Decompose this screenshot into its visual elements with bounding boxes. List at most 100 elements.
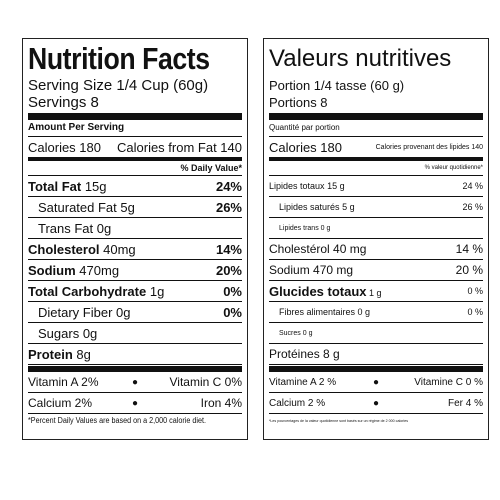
nutrient-amount: 0 g: [302, 329, 313, 337]
nutrient: Sugars 0g: [38, 326, 97, 341]
nutrient-name: Lipides trans: [279, 224, 319, 232]
nutrient-amount: 1 g: [369, 287, 382, 298]
daily-value: 24 %: [462, 181, 483, 191]
nutrient-amount: 0 g: [320, 224, 331, 232]
title: Valeurs nutritives: [269, 45, 452, 72]
dv-header: % valeur quotidienne*: [424, 165, 483, 171]
nutrient-row: Saturated Fat 5g 26%: [28, 197, 242, 218]
nutrient: Saturated Fat 5g: [38, 200, 135, 215]
amount-per-serving: Quantité par portion: [269, 122, 483, 137]
daily-value: 14%: [215, 241, 242, 257]
vitamin: Fer 4 %: [447, 397, 483, 409]
nutrient-name: Cholestérol: [269, 242, 330, 256]
nutrient-row: Lipides trans 0 g: [269, 218, 483, 239]
daily-value: 20%: [215, 262, 242, 278]
nutrient-amount: 1g: [149, 283, 165, 299]
nutrient-amount: 8 g: [323, 347, 340, 361]
nutrient-row: Fibres alimentaires 0 g 0 %: [269, 302, 483, 323]
nutrient-name: Sugars: [38, 325, 80, 341]
servings: Servings 8: [28, 94, 99, 111]
nutrient-name: Lipides saturés: [279, 202, 340, 212]
nutrient-name: Sucres: [279, 329, 301, 337]
nutrient: Total Fat 15g: [28, 179, 107, 194]
nutrient-amount: 5g: [120, 199, 135, 215]
nutrient-name: Protéines: [269, 347, 320, 361]
nutrient-row: Glucides totaux 1 g 0 %: [269, 281, 483, 302]
nutrient-row: Cholestérol 40 mg 14 %: [269, 239, 483, 260]
bullet: ●: [131, 397, 139, 409]
nutrient: Fibres alimentaires 0 g: [279, 307, 370, 317]
nutrient-name: Lipides totaux: [269, 181, 325, 191]
nutrient-row: Total Carbohydrate 1g 0%: [28, 281, 242, 302]
nutrient: Sodium 470 mg: [269, 263, 353, 277]
nutrient-row: Sucres 0 g: [269, 323, 483, 344]
nutrient-name: Saturated Fat: [38, 199, 117, 215]
nutrient-name: Glucides totaux: [269, 283, 367, 299]
vitamin: Calcium 2 %: [269, 397, 326, 409]
nutrient: Lipides totaux 15 g: [269, 181, 345, 191]
nutrient: Protein 8g: [28, 347, 91, 362]
bullet: ●: [372, 397, 380, 409]
nutrient-row: Total Fat 15g 24%: [28, 176, 242, 197]
nutrient: Sucres 0 g: [279, 330, 312, 337]
nutrient-name: Sodium: [28, 262, 76, 278]
nutrient-row: Lipides saturés 5 g 26 %: [269, 197, 483, 218]
nutrient-name: Fibres alimentaires: [279, 307, 356, 317]
amount-per-serving: Amount Per Serving: [28, 122, 242, 137]
vitamin: Calcium 2%: [28, 396, 93, 410]
nutrient: Cholestérol 40 mg: [269, 242, 366, 256]
nutrient-amount: 0 g: [357, 307, 371, 317]
nutrient: Sodium 470mg: [28, 263, 119, 278]
nutrient-row: Sugars 0g: [28, 323, 242, 344]
calories-row: Calories 180 Calories from Fat 140: [28, 137, 242, 157]
nutrient: Total Carbohydrate 1g: [28, 284, 164, 299]
nutrient-name: Cholesterol: [28, 241, 100, 257]
nutrient-amount: 470 mg: [313, 263, 354, 277]
nutrient-name: Total Carbohydrate: [28, 283, 147, 299]
vitamin-row: Calcium 2% ● Iron 4%: [28, 393, 242, 414]
calories-from-fat: Calories provenant des lipides 140: [375, 143, 483, 151]
vitamin: Iron 4%: [200, 396, 242, 410]
nutrient-name: Trans Fat: [38, 220, 94, 236]
vitamin-row: Calcium 2 % ● Fer 4 %: [269, 393, 483, 414]
rule: [269, 157, 483, 161]
vitamin: Vitamine C 0 %: [414, 376, 483, 388]
daily-value: 24%: [215, 178, 242, 194]
nutrient-row: Sodium 470mg 20%: [28, 260, 242, 281]
nutrient-amount: 40 mg: [333, 242, 367, 256]
nutrient-row: Protéines 8 g: [269, 344, 483, 365]
calories: Calories 180: [28, 139, 101, 155]
nutrient-amount: 0g: [96, 220, 112, 236]
rule: [28, 366, 242, 372]
nutrient: Trans Fat 0g: [38, 221, 111, 236]
dv-header-row: % Daily Value*: [28, 161, 242, 176]
rule: [28, 113, 242, 120]
vitamin-row: Vitamine A 2 % ● Vitamine C 0 %: [269, 372, 483, 393]
nutrient: Protéines 8 g: [269, 347, 340, 361]
nutrient: Lipides saturés 5 g: [279, 202, 355, 212]
daily-value: 20 %: [455, 263, 483, 277]
vitamin: Vitamin C 0%: [169, 375, 242, 389]
nutrient-name: Dietary Fiber: [38, 304, 113, 320]
calories-row: Calories 180 Calories provenant des lipid…: [269, 137, 483, 157]
dv-header: % Daily Value*: [180, 163, 242, 173]
vitamin-row: Vitamin A 2% ● Vitamin C 0%: [28, 372, 242, 393]
nutrient-amount: 0g: [116, 304, 131, 320]
rule: [269, 366, 483, 372]
bullet: ●: [131, 376, 139, 388]
daily-value: 26 %: [462, 202, 483, 212]
nutrient-row: Sodium 470 mg 20 %: [269, 260, 483, 281]
title: Nutrition Facts: [28, 41, 210, 76]
servings: Portions 8: [269, 95, 328, 110]
rule: [269, 113, 483, 120]
rule: [28, 157, 242, 161]
daily-value: 26%: [215, 199, 242, 215]
nutrition-panel: Nutrition Facts Serving Size 1/4 Cup (60g…: [22, 38, 248, 440]
daily-value: 0 %: [467, 286, 483, 296]
nutrient-amount: 0g: [82, 325, 98, 341]
bullet: ●: [372, 376, 380, 388]
daily-value: 14 %: [455, 242, 483, 256]
nutrient-amount: 15 g: [327, 181, 345, 191]
serving-size: Serving Size 1/4 Cup (60g): [28, 77, 209, 94]
